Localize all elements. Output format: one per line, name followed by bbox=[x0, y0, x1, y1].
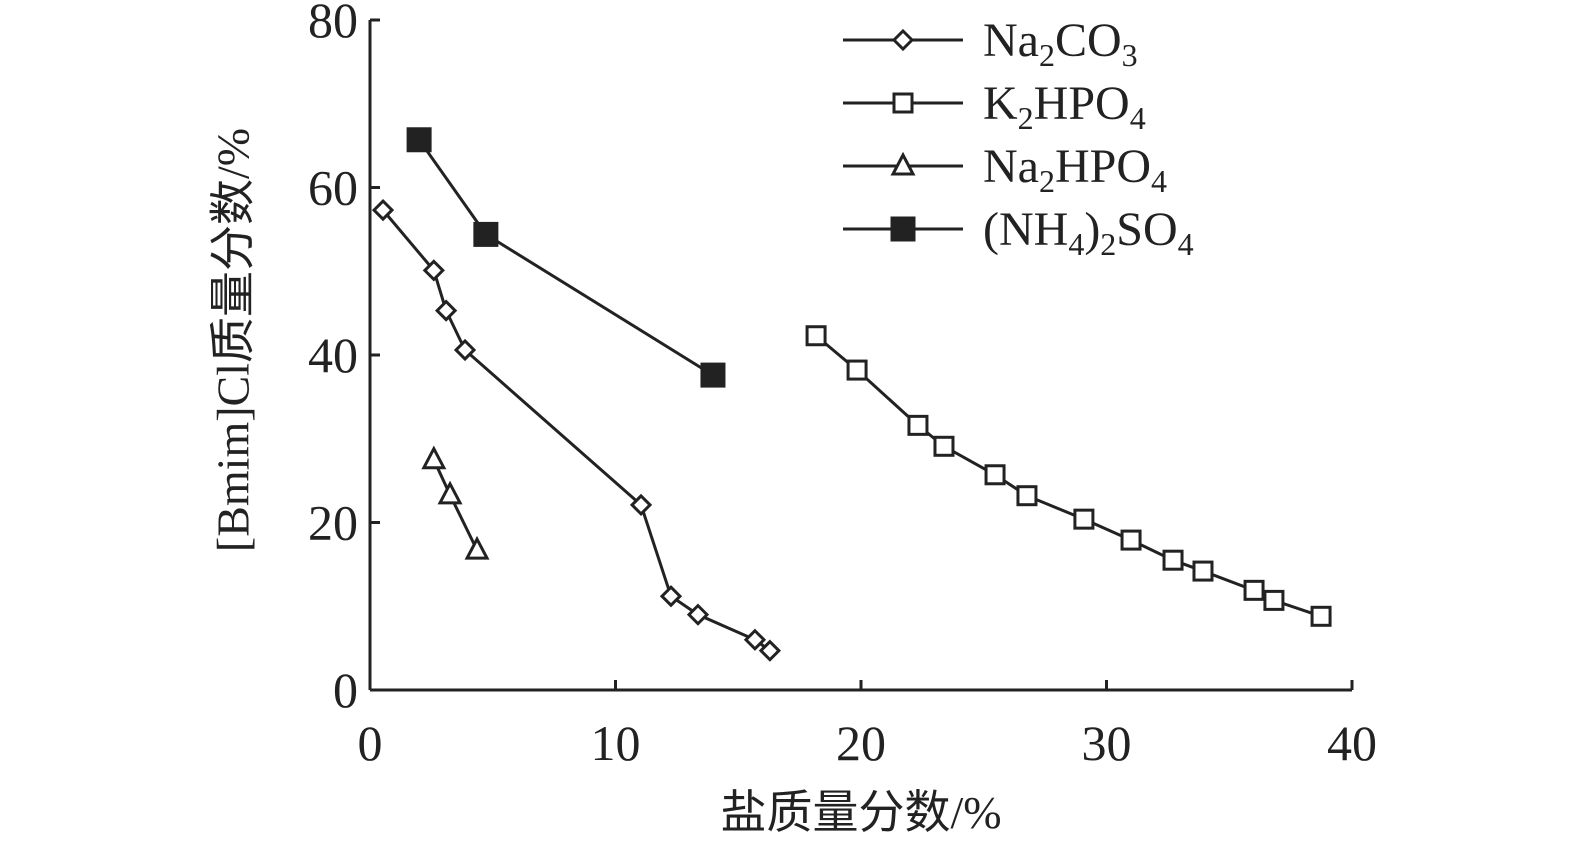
marker bbox=[890, 216, 916, 242]
marker bbox=[1310, 605, 1332, 627]
marker bbox=[1073, 508, 1095, 530]
x-tick-label: 30 bbox=[1082, 715, 1132, 771]
legend-label: Na2CO3 bbox=[983, 14, 1138, 73]
legend-label: (NH4)2SO4 bbox=[983, 203, 1194, 262]
marker bbox=[422, 259, 445, 282]
marker bbox=[473, 221, 499, 247]
marker bbox=[907, 414, 929, 436]
y-tick-label: 0 bbox=[333, 662, 358, 718]
marker bbox=[758, 639, 782, 662]
marker bbox=[629, 493, 653, 517]
marker bbox=[892, 92, 914, 114]
marker bbox=[1016, 485, 1038, 507]
y-tick-label: 20 bbox=[308, 495, 358, 551]
marker bbox=[686, 603, 710, 626]
series-line bbox=[815, 334, 1322, 618]
y-axis-title: [Bmim]Cl质量分数/% bbox=[208, 128, 259, 552]
marker bbox=[891, 28, 915, 52]
marker bbox=[1162, 549, 1184, 571]
y-tick-label: 40 bbox=[308, 327, 358, 383]
marker bbox=[406, 127, 432, 153]
marker bbox=[700, 362, 726, 388]
series-line bbox=[417, 138, 714, 377]
marker bbox=[846, 359, 868, 381]
y-tick-label: 60 bbox=[308, 160, 358, 216]
marker bbox=[743, 628, 767, 651]
x-tick-label: 40 bbox=[1327, 715, 1377, 771]
marker bbox=[1192, 560, 1214, 582]
marker bbox=[421, 445, 447, 470]
marker bbox=[984, 464, 1006, 486]
marker bbox=[453, 338, 477, 362]
series-line bbox=[432, 459, 479, 551]
x-tick-label: 10 bbox=[591, 715, 641, 771]
marker bbox=[1263, 589, 1285, 611]
marker bbox=[659, 585, 683, 608]
legend-label: Na2HPO4 bbox=[983, 140, 1167, 199]
x-tick-label: 20 bbox=[836, 715, 886, 771]
marker bbox=[371, 198, 395, 222]
y-tick-label: 80 bbox=[308, 0, 358, 48]
marker bbox=[464, 535, 490, 560]
x-tick-label: 0 bbox=[358, 715, 383, 771]
series-line bbox=[381, 209, 771, 652]
marker bbox=[805, 325, 827, 347]
marker bbox=[434, 299, 458, 322]
marker bbox=[437, 480, 463, 505]
marker bbox=[1243, 579, 1265, 601]
x-axis-title: 盐质量分数/% bbox=[720, 787, 1001, 838]
marker bbox=[933, 435, 955, 457]
marker bbox=[1120, 529, 1142, 551]
marker bbox=[890, 151, 916, 176]
legend-label: K2HPO4 bbox=[983, 77, 1146, 136]
